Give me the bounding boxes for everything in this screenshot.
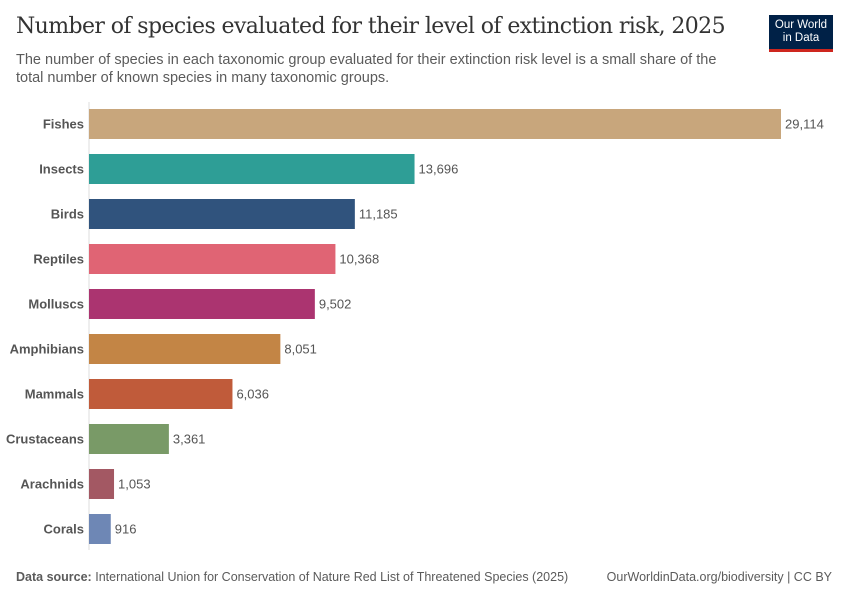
bar-mammals[interactable] xyxy=(89,379,233,409)
value-label: 1,053 xyxy=(118,477,151,492)
bar-molluscs[interactable] xyxy=(89,289,315,319)
category-label: Molluscs xyxy=(28,297,84,312)
data-source: Data source: International Union for Con… xyxy=(16,570,568,584)
value-label: 10,368 xyxy=(339,252,379,267)
data-source-label: Data source: xyxy=(16,570,92,584)
data-source-text[interactable]: International Union for Conservation of … xyxy=(95,570,569,584)
bar-corals[interactable] xyxy=(89,514,111,544)
category-label: Amphibians xyxy=(10,342,84,357)
value-label: 8,051 xyxy=(284,342,317,357)
bar-crustaceans[interactable] xyxy=(89,424,169,454)
chart-subtitle: The number of species in each taxonomic … xyxy=(16,52,717,86)
category-label: Mammals xyxy=(25,387,84,402)
value-label: 6,036 xyxy=(236,387,269,402)
category-label: Birds xyxy=(51,207,84,222)
category-label: Arachnids xyxy=(20,477,84,492)
bar-birds[interactable] xyxy=(89,199,355,229)
category-label: Corals xyxy=(44,522,84,537)
value-label: 916 xyxy=(115,522,137,537)
value-label: 29,114 xyxy=(785,117,824,132)
value-label: 13,696 xyxy=(419,162,459,177)
category-label: Reptiles xyxy=(33,252,84,267)
bar-insects[interactable] xyxy=(89,154,415,184)
chart-title: Number of species evaluated for their le… xyxy=(16,14,726,39)
value-label: 9,502 xyxy=(319,297,352,312)
category-label: Insects xyxy=(39,162,84,177)
value-label: 3,361 xyxy=(173,432,206,447)
owid-logo[interactable]: Our World in Data xyxy=(769,15,833,52)
bar-fishes[interactable] xyxy=(89,109,781,139)
value-label: 11,185 xyxy=(359,207,398,222)
footer-url[interactable]: OurWorldinData.org/biodiversity | CC BY xyxy=(606,570,832,584)
category-label: Fishes xyxy=(43,117,84,132)
bar-arachnids[interactable] xyxy=(89,469,115,499)
category-label: Crustaceans xyxy=(6,432,84,447)
bar-reptiles[interactable] xyxy=(89,244,336,274)
bar-amphibians[interactable] xyxy=(89,334,281,364)
